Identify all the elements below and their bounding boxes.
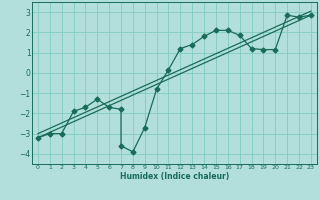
X-axis label: Humidex (Indice chaleur): Humidex (Indice chaleur) xyxy=(120,172,229,181)
